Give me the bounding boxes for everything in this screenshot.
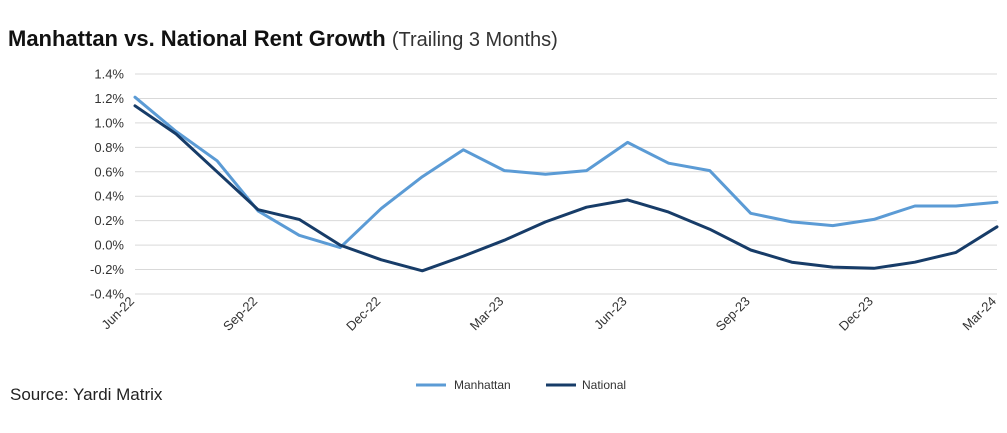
y-tick-label: -0.4% [90, 287, 124, 302]
y-tick-label: 0.6% [94, 164, 124, 179]
y-tick-label: -0.2% [90, 262, 124, 277]
x-tick-label: Jun-23 [591, 294, 630, 333]
y-tick-label: 1.2% [94, 91, 124, 106]
series-line-national [133, 104, 999, 273]
x-tick-label: Mar-24 [959, 294, 999, 334]
x-tick-label: Mar-23 [467, 294, 507, 334]
source-note: Source: Yardi Matrix [10, 385, 163, 404]
x-tick-label: Dec-22 [343, 294, 383, 334]
chart-title: Manhattan vs. National Rent Growth (Trai… [8, 26, 558, 52]
x-tick-label: Dec-23 [836, 294, 876, 334]
series-line-manhattan [133, 95, 999, 250]
y-tick-label: 0.0% [94, 238, 124, 253]
y-tick-label: 1.4% [94, 67, 124, 82]
legend-label-national: National [582, 378, 626, 392]
y-tick-label: 0.2% [94, 213, 124, 228]
y-tick-label: 0.4% [94, 189, 124, 204]
y-tick-label: 1.0% [94, 115, 124, 130]
y-tick-label: 0.8% [94, 140, 124, 155]
chart-title-sub: (Trailing 3 Months) [391, 29, 558, 51]
chart-title-main: Manhattan vs. National Rent Growth [8, 26, 386, 51]
x-tick-label: Sep-23 [713, 294, 753, 334]
x-tick-label: Sep-22 [220, 294, 260, 334]
legend-label-manhattan: Manhattan [454, 378, 511, 392]
